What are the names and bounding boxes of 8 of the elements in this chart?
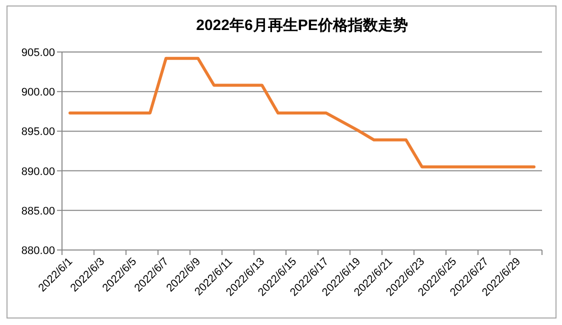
y-tick-label: 900.00 bbox=[21, 86, 55, 99]
y-tick-label: 885.00 bbox=[21, 205, 55, 218]
y-tick-label: 890.00 bbox=[21, 166, 55, 178]
line-series bbox=[68, 56, 536, 168]
y-tick-label: 895.00 bbox=[21, 126, 55, 138]
y-tick-label: 905.00 bbox=[21, 47, 55, 59]
y-tick-label: 880.00 bbox=[21, 245, 55, 257]
chart-title: 2022年6月再生PE价格指数走势 bbox=[196, 17, 408, 34]
